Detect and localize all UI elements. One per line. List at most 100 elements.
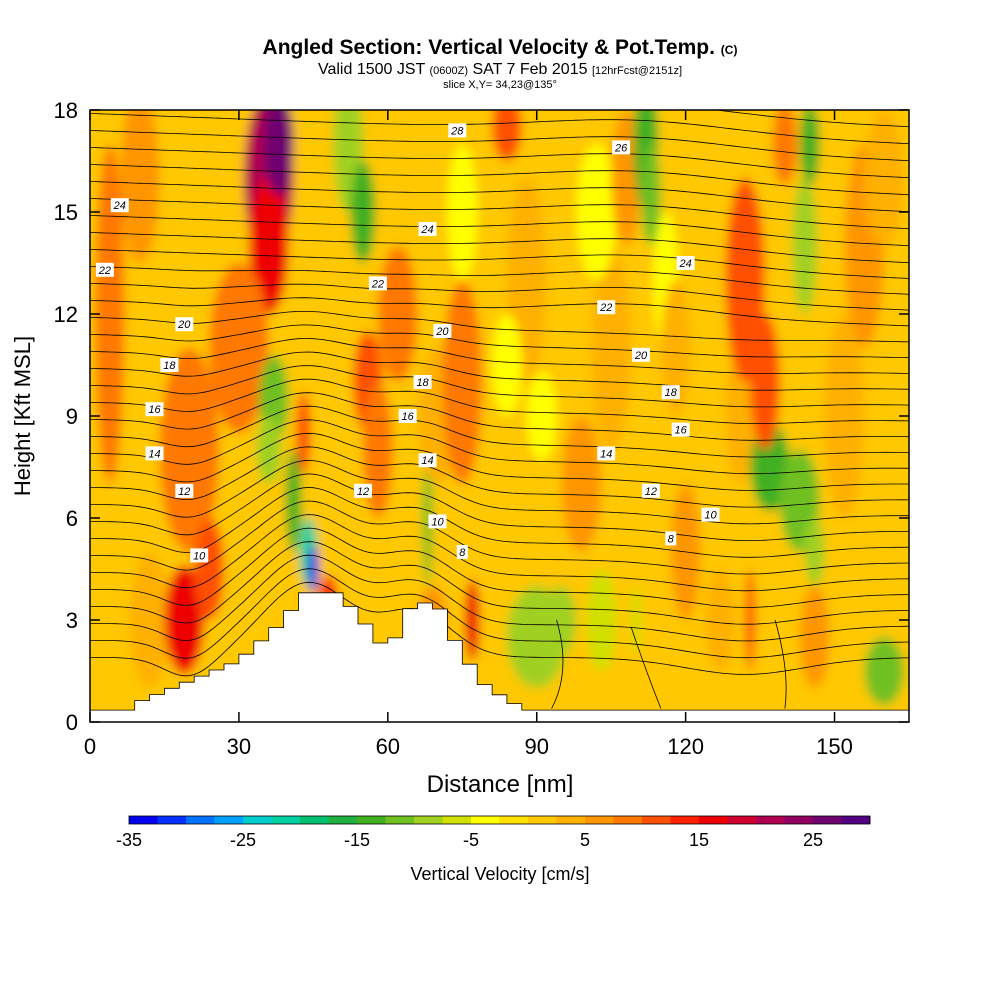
- theta-label: 10: [190, 548, 209, 563]
- velocity-cell: [750, 314, 780, 450]
- theta-contour: [774, 619, 787, 709]
- colorbar-swatch: [556, 816, 586, 824]
- theta-contour: [90, 311, 909, 343]
- theta-label-bg: [398, 409, 417, 423]
- theta-label-text: 10: [704, 510, 717, 522]
- theta-label-text: 18: [416, 377, 429, 389]
- theta-label-text: 14: [148, 448, 160, 460]
- theta-label: 18: [661, 385, 680, 400]
- colorbar-swatch: [670, 816, 700, 824]
- theta-label: 18: [160, 358, 179, 372]
- theta-label-bg: [95, 262, 114, 277]
- theta-label-bg: [433, 324, 452, 338]
- colorbar-swatch: [528, 816, 557, 824]
- velocity-cell: [295, 392, 311, 474]
- theta-label-text: 18: [665, 387, 678, 399]
- copyright-mark: (C): [720, 43, 738, 57]
- theta-label-text: 14: [421, 455, 433, 467]
- theta-label-bg: [641, 483, 660, 498]
- theta-label-text: 12: [645, 486, 657, 498]
- colorbar-swatch: [727, 816, 757, 824]
- velocity-cell: [725, 348, 756, 484]
- theta-contour: [90, 554, 909, 642]
- theta-label-bg: [612, 140, 631, 155]
- theta-label-text: 12: [357, 486, 369, 498]
- theta-label-text: 22: [599, 302, 612, 314]
- theta-contour: [90, 338, 909, 374]
- colorbar-swatch: [813, 816, 842, 824]
- theta-label-bg: [456, 545, 468, 559]
- theta-contour: [90, 568, 909, 659]
- velocity-cell: [799, 586, 830, 688]
- velocity-cell: [422, 450, 433, 586]
- theta-label: 12: [354, 483, 372, 498]
- theta-label-bg: [368, 276, 387, 291]
- theta-label: 14: [418, 453, 437, 468]
- theta-contour: [90, 446, 909, 508]
- x-tick-label: 150: [816, 734, 853, 759]
- theta-label-text: 28: [450, 125, 464, 137]
- theta-labels: 28 26 24 24 24 22 22 22 20 20 20 18 18 18 16 16 16 14 14 14…: [95, 123, 720, 563]
- theta-label-bg: [145, 402, 164, 417]
- theta-label-text: 22: [371, 278, 384, 290]
- velocity-cell: [799, 110, 820, 185]
- theta-label-bg: [597, 300, 616, 315]
- theta-contour: [90, 215, 909, 247]
- theta-label-bg: [190, 548, 209, 563]
- valid-utc: (0600Z): [429, 65, 468, 77]
- x-axis-label: Distance [nm]: [427, 771, 574, 798]
- theta-contour: [90, 527, 909, 608]
- colorbar-swatch: [157, 816, 187, 824]
- colorbar-swatch: [300, 816, 329, 824]
- y-tick-label: 0: [66, 710, 78, 735]
- theta-label: 12: [175, 483, 194, 498]
- colorbar-swatch: [357, 816, 386, 824]
- theta-label: 8: [665, 531, 677, 546]
- valid-date: SAT 7 Feb 2015: [472, 61, 588, 78]
- theta-label: 24: [418, 222, 437, 236]
- theta-contour: [90, 405, 909, 458]
- y-tick-label: 3: [66, 608, 78, 633]
- velocity-cell: [194, 518, 225, 620]
- colorbar: -35 -25 -15 -5 5 15 25: [116, 815, 871, 850]
- y-tick-label: 6: [66, 506, 78, 531]
- theta-label: 22: [95, 262, 114, 277]
- x-tick-label: 90: [524, 734, 548, 759]
- colorbar-frame: [128, 815, 871, 825]
- velocity-cell: [263, 110, 294, 195]
- theta-contour: [90, 164, 909, 196]
- velocity-field: [90, 110, 909, 722]
- theta-contour: [90, 147, 909, 179]
- theta-contours: [90, 110, 909, 709]
- theta-contour: [90, 324, 909, 359]
- theta-contour: [90, 266, 909, 295]
- axes: 0 30 60 90 120 150 0 3 6 9 12 15 18: [54, 98, 909, 759]
- velocity-cell: [442, 280, 483, 484]
- theta-label-text: 22: [98, 265, 111, 277]
- colorbar-swatch: [129, 816, 158, 824]
- theta-label: 20: [433, 324, 452, 338]
- theta-contour: [90, 392, 909, 441]
- theta-label: 8: [456, 545, 468, 559]
- velocity-cell: [660, 280, 691, 416]
- y-tick-label: 9: [66, 404, 78, 429]
- velocity-cell: [256, 416, 282, 484]
- theta-contour: [90, 283, 909, 311]
- colorbar-swatch: [243, 816, 272, 824]
- theta-contour: [551, 619, 564, 709]
- x-tick-label: 0: [84, 734, 96, 759]
- colorbar-swatch: [328, 816, 358, 824]
- colorbar-tick-label: 5: [580, 830, 590, 850]
- theta-label: 20: [631, 347, 650, 362]
- terrain-profile: [89, 592, 910, 723]
- velocity-cell: [546, 586, 577, 654]
- theta-label-bg: [701, 507, 720, 522]
- velocity-cell: [209, 263, 269, 433]
- theta-contour: [90, 113, 909, 145]
- theta-contour: [90, 297, 909, 327]
- velocity-cell: [705, 569, 736, 671]
- theta-contour: [90, 130, 909, 162]
- colorbar-tick-label: -15: [344, 830, 370, 850]
- y-tick-label: 12: [54, 302, 78, 327]
